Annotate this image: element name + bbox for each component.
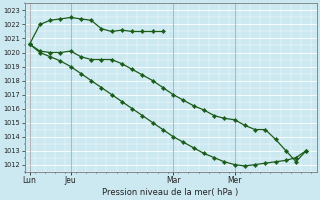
X-axis label: Pression niveau de la mer( hPa ): Pression niveau de la mer( hPa ) (102, 188, 239, 197)
